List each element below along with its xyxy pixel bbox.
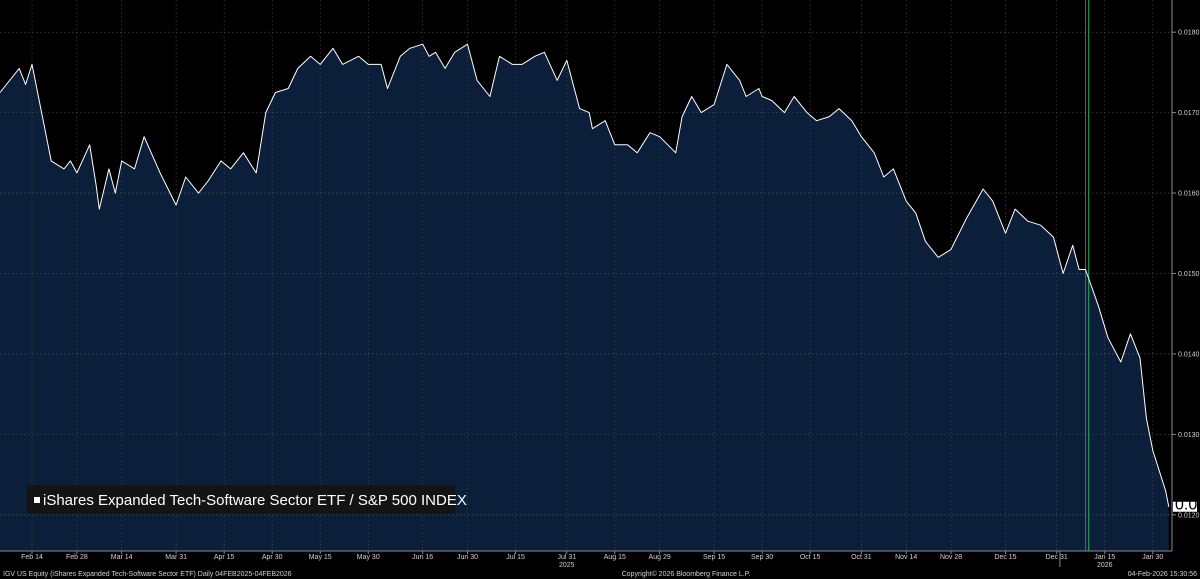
legend-swatch — [34, 497, 40, 503]
year-axis: 2025 2026 — [559, 551, 1113, 569]
x-tick-label: Nov 14 — [895, 554, 917, 561]
x-tick-label: Jun 16 — [412, 554, 433, 561]
x-tick-label: May 30 — [357, 554, 380, 561]
x-tick-label: Apr 30 — [262, 554, 283, 561]
last-value-box — [1173, 501, 1197, 512]
x-tick-label: Feb 14 — [21, 554, 43, 561]
y-tick-label: 0.0180 — [1178, 30, 1200, 37]
x-tick-label: Oct 15 — [800, 554, 821, 561]
horizontal-grid — [0, 31, 1172, 516]
y-tick-label: 0.0140 — [1178, 351, 1200, 358]
x-tick-label: Aug 15 — [604, 554, 626, 561]
y-tick-label: 0.0130 — [1178, 432, 1200, 439]
x-tick-label: Feb 28 — [66, 554, 88, 561]
x-axis: Feb 14 Feb 28 Mar 14 Mar 31 Apr 15 Apr 30 May … — [21, 551, 1163, 561]
x-tick-label: Jan 15 — [1094, 554, 1115, 561]
y-tick-label: 0.0150 — [1178, 271, 1200, 278]
last-value-text: 0.0121 — [1175, 496, 1200, 513]
y-tick-label: 0.0170 — [1178, 110, 1200, 117]
x-tick-label: Dec 31 — [1046, 554, 1068, 561]
series-line-layer — [0, 43, 1170, 507]
x-tick-label: Aug 29 — [649, 554, 671, 561]
legend: iShares Expanded Tech-Software Sector ET… — [27, 485, 467, 514]
series-area-0 — [0, 44, 1169, 551]
x-tick-label: Dec 15 — [994, 554, 1016, 561]
x-tick-label: Jul 31 — [557, 554, 576, 561]
event-marker-lines — [1085, 0, 1090, 551]
year-label: 2025 — [559, 562, 575, 569]
y-tick-label: 0.0120 — [1178, 512, 1200, 519]
x-tick-label: Jun 30 — [457, 554, 478, 561]
series-line-0 — [0, 43, 1170, 507]
legend-box — [27, 485, 455, 514]
y-axis: 0.0180 0.0170 0.0160 0.0150 0.0140 0.0130 0.01… — [1172, 30, 1200, 519]
x-tick-label: Sep 30 — [751, 554, 773, 561]
last-value-label: 0.0121 — [1173, 496, 1200, 513]
x-tick-label: Jul 15 — [506, 554, 525, 561]
x-tick-label: Sep 15 — [703, 554, 725, 561]
x-tick-label: Mar 31 — [165, 554, 187, 561]
x-tick-label: Jan 30 — [1142, 554, 1163, 561]
x-tick-label: May 15 — [309, 554, 332, 561]
x-tick-label: Nov 28 — [940, 554, 962, 561]
footer-copyright: Copyright© 2026 Bloomberg Finance L.P. — [622, 570, 751, 578]
x-tick-label: Oct 31 — [851, 554, 872, 561]
x-tick-label: Apr 15 — [214, 554, 235, 561]
year-label: 2026 — [1097, 562, 1113, 569]
legend-label: iShares Expanded Tech-Software Sector ET… — [43, 492, 467, 509]
x-tick-label: Mar 14 — [111, 554, 133, 561]
footer-source: IGV US Equity (iShares Expanded Tech-Sof… — [3, 571, 292, 578]
area-fill-layer — [0, 44, 1169, 551]
y-tick-label: 0.0160 — [1178, 191, 1200, 198]
footer-timestamp: 04-Feb-2026 15:30:56 — [1128, 571, 1197, 578]
